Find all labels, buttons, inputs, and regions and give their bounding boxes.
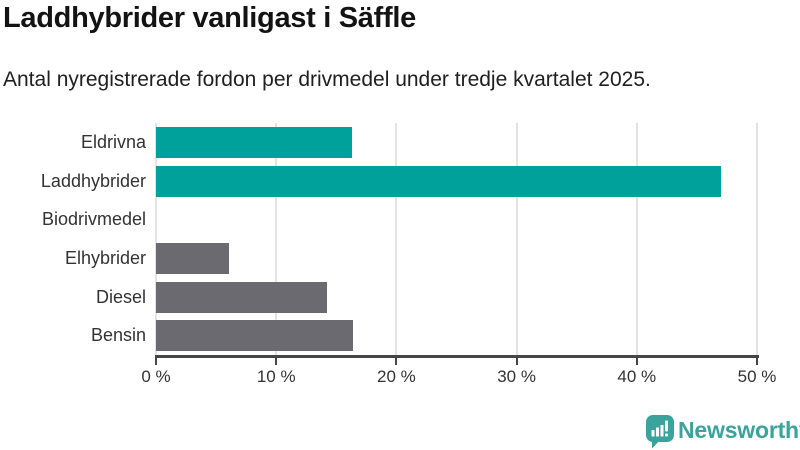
category-label-bensin: Bensin bbox=[90, 325, 146, 346]
category-label-eldrivna: Eldrivna bbox=[80, 132, 146, 152]
brand-name: Newsworthy bbox=[678, 417, 800, 443]
gridline-50% bbox=[756, 123, 758, 355]
gridline-10% bbox=[275, 123, 278, 355]
bar-eldrivna bbox=[156, 126, 352, 158]
chart-title: Laddhybrider vanligast i Säffle bbox=[3, 2, 416, 34]
category-label-biodrivmedel: Biodrivmedel bbox=[41, 209, 146, 230]
gridline-30% bbox=[515, 123, 518, 355]
x-tick-40% bbox=[635, 355, 638, 365]
bar-diesel bbox=[156, 281, 327, 313]
x-tick-30% bbox=[515, 355, 518, 365]
brand-logo: Newsworthy bbox=[645, 414, 800, 449]
x-tick-10% bbox=[275, 355, 278, 365]
newsworthy-logo-icon bbox=[646, 415, 674, 449]
chart-subtitle: Antal nyregistrerade fordon per drivmede… bbox=[3, 68, 651, 91]
x-tick-label-20%: 20 % bbox=[377, 367, 416, 386]
x-tick-label-40%: 40 % bbox=[617, 367, 657, 386]
plot-area bbox=[155, 123, 758, 355]
category-label-laddhybrider: Laddhybrider bbox=[40, 170, 146, 191]
x-axis-line bbox=[155, 355, 759, 358]
x-tick-20% bbox=[395, 355, 398, 365]
x-tick-label-0%: 0 % bbox=[141, 367, 171, 386]
x-tick-label-10%: 10 % bbox=[256, 367, 296, 386]
gridline-40% bbox=[635, 123, 638, 355]
gridline-20% bbox=[395, 123, 398, 355]
bar-laddhybrider bbox=[156, 165, 721, 197]
bar-bensin bbox=[156, 320, 354, 352]
category-label-diesel: Diesel bbox=[95, 286, 146, 307]
category-axis: Eldrivna Laddhybrider Biodrivmedel Elhybrid… bbox=[0, 123, 146, 355]
x-tick-0% bbox=[155, 355, 157, 365]
bar-elhybrider bbox=[156, 242, 230, 274]
category-label-elhybrider: Elhybrider bbox=[64, 248, 146, 268]
x-tick-label-30%: 30 % bbox=[497, 367, 536, 386]
gridline-0% bbox=[155, 123, 157, 355]
x-tick-label-50%: 50 % bbox=[737, 367, 777, 386]
x-tick-50% bbox=[756, 355, 758, 365]
